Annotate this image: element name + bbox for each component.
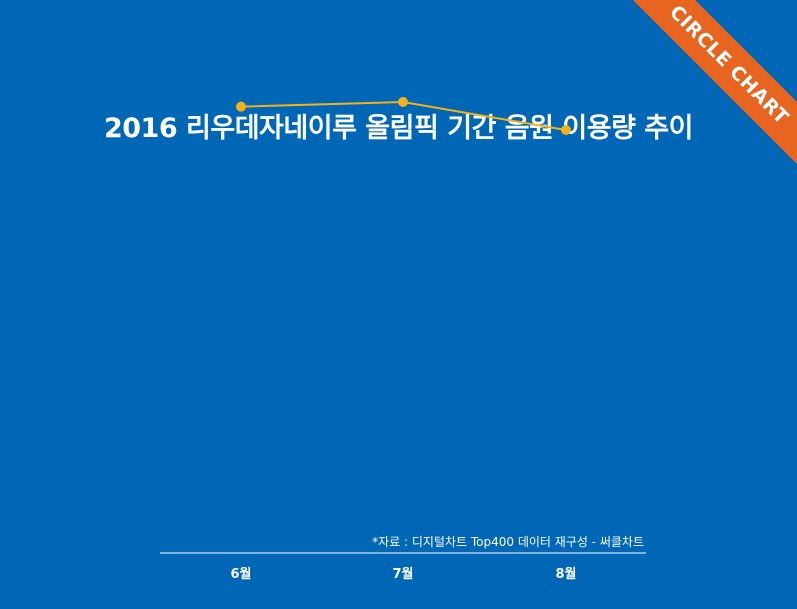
data-point [398,97,408,107]
series-layer [236,97,571,135]
data-point [561,125,571,135]
x-tick-label: 6월 [230,566,251,582]
data-point [236,101,246,112]
x-tick-labels: 6월 7월 8월 [230,566,576,582]
source-note: *자료 : 디지털차트 Top400 데이터 재구성 - 써클차트 [372,535,644,549]
x-tick-label: 7월 [392,566,413,582]
chart-title: 2016 리우데자네이루 올림픽 기간 음원 이용량 추이 [103,113,694,144]
x-tick-label: 8월 [555,566,576,582]
